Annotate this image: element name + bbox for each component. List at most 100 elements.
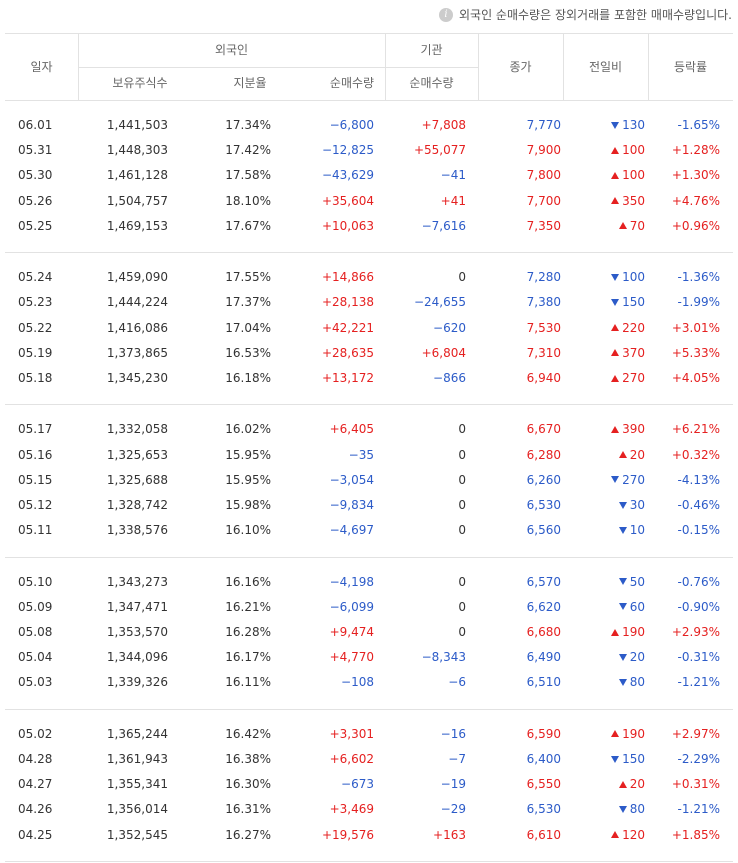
rate: +1.28%	[671, 143, 720, 158]
date: 05.17	[18, 422, 53, 437]
change-cell: 390	[505, 421, 645, 437]
close: 6,610	[526, 827, 561, 842]
up-arrow	[618, 780, 627, 788]
down-arrow	[618, 501, 627, 509]
change-cell: 70	[505, 218, 645, 234]
change: 190	[622, 625, 645, 639]
holdings: 1,353,570	[106, 625, 168, 639]
ratio: 17.37%	[225, 295, 271, 310]
rate: +0.32%	[671, 447, 720, 462]
date: 05.16	[18, 447, 53, 462]
change: 100	[622, 143, 645, 158]
holdings: 1,325,653	[106, 447, 168, 462]
header-institution: 기관	[420, 43, 443, 57]
ratio: 16.11%	[225, 675, 271, 690]
foreign-net: +9,474	[329, 625, 374, 639]
change-cell: 350	[505, 193, 645, 209]
date: 05.10	[18, 574, 53, 589]
foreign-net: +6,405	[329, 422, 374, 437]
header-bottom-border	[5, 100, 733, 101]
date: 05.24	[18, 270, 53, 285]
ratio: 16.21%	[225, 599, 271, 614]
institution-net: −16	[440, 726, 466, 741]
foreign-net: −4,198	[329, 574, 374, 589]
change: 190	[622, 726, 645, 741]
group-divider	[5, 861, 733, 862]
institution-net: −19	[440, 777, 466, 792]
ratio: 15.98%	[225, 498, 271, 512]
institution-net: +163	[433, 827, 466, 842]
change-cell: 370	[505, 345, 645, 361]
holdings: 1,345,230	[106, 371, 168, 385]
change: 120	[622, 827, 645, 842]
foreign-net: +14,866	[321, 270, 374, 285]
change: 220	[622, 320, 645, 335]
ratio: 16.53%	[225, 345, 271, 360]
ratio: 16.30%	[225, 777, 271, 792]
holdings: 1,461,128	[106, 168, 168, 183]
up-arrow	[611, 171, 620, 179]
close: 6,510	[526, 675, 561, 690]
close: 6,670	[526, 422, 561, 437]
rate: +1.30%	[671, 168, 720, 183]
date: 05.09	[18, 599, 53, 614]
rate: +4.05%	[671, 371, 720, 385]
header-column-line	[648, 33, 649, 100]
holdings: 1,459,090	[106, 270, 168, 285]
rate: +5.33%	[671, 345, 720, 360]
change-cell: 130	[505, 117, 645, 133]
change: 150	[622, 295, 645, 310]
rate: +2.97%	[671, 726, 720, 741]
change-cell: 190	[505, 726, 645, 742]
change-cell: 100	[505, 269, 645, 285]
header-divider	[78, 67, 478, 68]
rate: -1.21%	[677, 802, 720, 817]
down-arrow	[611, 273, 620, 281]
foreign-net: +6,602	[329, 752, 374, 766]
date: 05.22	[18, 320, 53, 335]
close: 6,400	[526, 752, 561, 766]
foreign-net: +28,138	[321, 295, 374, 310]
date: 05.30	[18, 168, 53, 183]
change: 350	[622, 193, 645, 208]
institution-net: −866	[433, 371, 466, 385]
up-arrow	[618, 451, 627, 459]
rate: +4.76%	[671, 193, 720, 208]
change-cell: 10	[505, 522, 645, 538]
close: 6,620	[526, 599, 561, 614]
close: 7,900	[526, 143, 561, 158]
foreign-net: +3,469	[329, 802, 374, 817]
header-column-line	[385, 33, 386, 100]
close: 6,590	[526, 726, 561, 741]
rate: +0.31%	[671, 777, 720, 792]
close: 7,700	[526, 193, 561, 208]
holdings: 1,504,757	[106, 193, 168, 208]
holdings: 1,343,273	[106, 574, 168, 589]
institution-net: −29	[440, 802, 466, 817]
ratio: 17.42%	[225, 143, 271, 158]
close: 6,260	[526, 472, 561, 487]
group-divider	[5, 556, 733, 558]
foreign-net: −9,834	[329, 498, 374, 512]
close: 6,490	[526, 650, 561, 665]
change: 100	[622, 270, 645, 285]
change-cell: 150	[505, 751, 645, 767]
note-text: 외국인 순매수량은 장외거래를 포함한 매매수량입니다.	[459, 8, 732, 22]
institution-net: −7	[448, 752, 466, 766]
header-ratio: 지분율	[233, 76, 267, 90]
date: 05.26	[18, 193, 53, 208]
foreign-net: −6,800	[329, 118, 374, 132]
foreign-net: −43,629	[321, 168, 374, 183]
change-cell: 270	[505, 370, 645, 386]
date: 06.01	[18, 118, 53, 132]
header-rate: 등락률	[673, 60, 708, 74]
change: 150	[622, 752, 645, 766]
foreign-net: −35	[348, 447, 374, 462]
info-icon: i	[439, 7, 453, 22]
change-cell: 150	[505, 294, 645, 310]
change-cell: 270	[505, 472, 645, 488]
rate: -1.99%	[677, 295, 720, 310]
foreign-net: +13,172	[321, 371, 374, 385]
change: 80	[629, 802, 645, 817]
date: 05.31	[18, 143, 53, 158]
